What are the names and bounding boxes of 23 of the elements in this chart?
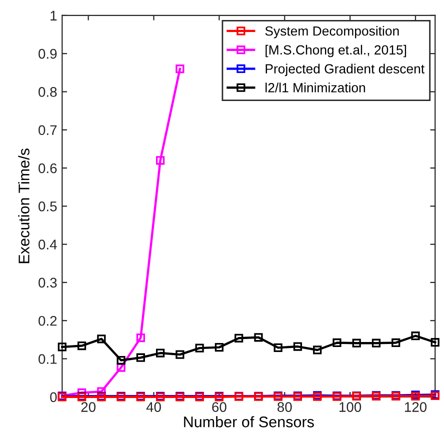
x-tick-label: 120 xyxy=(404,402,427,412)
y-tick-label: 0.9 xyxy=(38,48,57,59)
legend-label: l2/l1 Minimization xyxy=(266,82,366,92)
x-tick-label: 20 xyxy=(81,402,96,412)
legend-label: System Decomposition xyxy=(265,26,399,38)
y-tick-label: 0.3 xyxy=(38,278,57,288)
y-tick-label: 0 xyxy=(50,392,57,402)
y-tick-label: 0.7 xyxy=(38,125,57,136)
x-axis-title: Number of Sensors xyxy=(184,416,314,428)
y-tick-label: 0.1 xyxy=(38,354,57,364)
y-tick-label: 0.2 xyxy=(38,316,57,326)
x-tick-label: 60 xyxy=(212,402,226,412)
x-tick-label: 100 xyxy=(340,402,362,412)
y-tick-label: 1 xyxy=(50,10,57,20)
y-tick-label: 0.5 xyxy=(38,202,57,212)
y-tick-label: 0.8 xyxy=(38,87,57,97)
x-tick-label: 40 xyxy=(146,402,161,412)
y-tick-label: 0.4 xyxy=(38,240,57,250)
legend-label: [M.S.Chong et.al., 2015] xyxy=(266,44,406,58)
x-tick-label: 80 xyxy=(278,402,292,412)
legend-label: Projected Gradient descent xyxy=(266,64,424,76)
y-tick-label: 0.6 xyxy=(38,163,57,174)
y-axis-title: Execution Time/s xyxy=(18,148,30,264)
